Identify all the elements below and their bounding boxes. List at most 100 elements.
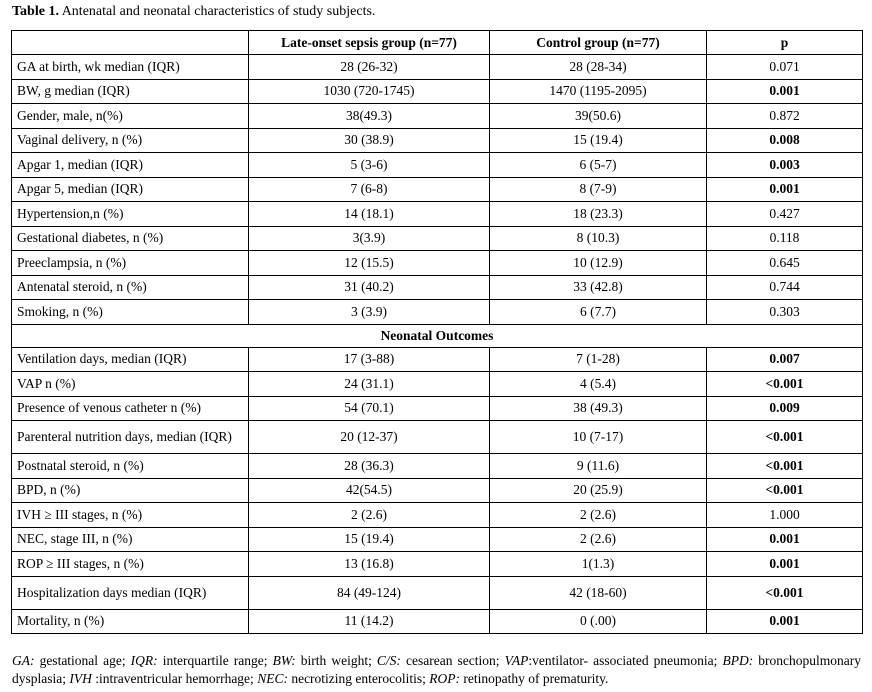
control-value: 8 (10.3)	[489, 225, 707, 251]
section-row: Neonatal Outcomes	[11, 323, 863, 348]
control-value: 1470 (1195-2095)	[489, 78, 707, 104]
footnote-abbreviation: IQR:	[130, 653, 158, 668]
control-value: 6 (5-7)	[489, 152, 707, 178]
footnote-abbreviation: IVH	[69, 671, 92, 686]
row-label: Hospitalization days median (IQR)	[11, 575, 249, 610]
row-label: Presence of venous catheter n (%)	[11, 395, 249, 421]
table-caption: Table 1. Antenatal and neonatal characte…	[12, 4, 375, 20]
table-row: Preeclampsia, n (%) 12 (15.5) 10 (12.9) 0.6…	[11, 250, 863, 276]
p-value: 0.001	[706, 526, 863, 552]
control-value: 2 (2.6)	[489, 526, 707, 552]
row-label: Postnatal steroid, n (%)	[11, 453, 249, 479]
p-value: 0.001	[706, 176, 863, 202]
table-row: Gender, male, n(%) 38(49.3) 39(50.6) 0.872	[11, 103, 863, 129]
footnote-abbreviation: VAP	[504, 653, 529, 668]
row-label: ROP ≥ III stages, n (%)	[11, 551, 249, 577]
control-value: 33 (42.8)	[489, 274, 707, 300]
table-row: Hospitalization days median (IQR) 84 (49-…	[11, 575, 863, 610]
sepsis-value: 15 (19.4)	[248, 526, 490, 552]
sepsis-value: 14 (18.1)	[248, 201, 490, 227]
p-value: 0.009	[706, 395, 863, 421]
row-label: VAP n (%)	[11, 371, 249, 397]
sepsis-value: 30 (38.9)	[248, 127, 490, 153]
control-value: 7 (1-28)	[489, 346, 707, 372]
table-row: Apgar 5, median (IQR) 7 (6-8) 8 (7-9) 0.001	[11, 176, 863, 202]
sepsis-value: 38(49.3)	[248, 103, 490, 129]
control-value: 2 (2.6)	[489, 502, 707, 528]
control-value: 9 (11.6)	[489, 453, 707, 479]
p-value: 0.071	[706, 54, 863, 80]
table-row: Vaginal delivery, n (%) 30 (38.9) 15 (19.4…	[11, 127, 863, 153]
header-p-value: p	[706, 30, 863, 55]
footnote-definition: interquartile range;	[157, 653, 273, 668]
control-value: 39(50.6)	[489, 103, 707, 129]
header-control-group: Control group (n=77)	[489, 30, 707, 55]
row-label: BPD, n (%)	[11, 477, 249, 503]
row-label: GA at birth, wk median (IQR)	[11, 54, 249, 80]
p-value: <0.001	[706, 453, 863, 479]
row-label: Vaginal delivery, n (%)	[11, 127, 249, 153]
p-value: 1.000	[706, 502, 863, 528]
control-value: 42 (18-60)	[489, 575, 707, 610]
footnote-definition: bronchopulmonary dysplasia;	[12, 653, 861, 686]
footnote-abbreviation: GA:	[12, 653, 35, 668]
row-label: Gestational diabetes, n (%)	[11, 225, 249, 251]
control-value: 6 (7.7)	[489, 299, 707, 325]
sepsis-value: 1030 (720-1745)	[248, 78, 490, 104]
p-value: <0.001	[706, 575, 863, 610]
sepsis-value: 12 (15.5)	[248, 250, 490, 276]
sepsis-value: 24 (31.1)	[248, 371, 490, 397]
table-row: IVH ≥ III stages, n (%) 2 (2.6) 2 (2.6) 1.0…	[11, 502, 863, 528]
table-row: GA at birth, wk median (IQR) 28 (26-32) 28…	[11, 54, 863, 80]
footnote-definition: :ventilator- associated pneumonia;	[528, 653, 723, 668]
control-value: 1(1.3)	[489, 551, 707, 577]
control-value: 20 (25.9)	[489, 477, 707, 503]
p-value: <0.001	[706, 371, 863, 397]
control-value: 28 (28-34)	[489, 54, 707, 80]
table-row: Parenteral nutrition days, median (IQR) 2…	[11, 420, 863, 454]
table-row: Postnatal steroid, n (%) 28 (36.3) 9 (11.6…	[11, 453, 863, 479]
p-value: <0.001	[706, 477, 863, 503]
table-row: Antenatal steroid, n (%) 31 (40.2) 33 (42.…	[11, 274, 863, 300]
header-sepsis-group: Late-onset sepsis group (n=77)	[248, 30, 490, 55]
p-value: 0.118	[706, 225, 863, 251]
sepsis-value: 2 (2.6)	[248, 502, 490, 528]
p-value: 0.001	[706, 608, 863, 634]
table-row: Smoking, n (%) 3 (3.9) 6 (7.7) 0.303	[11, 299, 863, 325]
sepsis-value: 3(3.9)	[248, 225, 490, 251]
sepsis-value: 28 (26-32)	[248, 54, 490, 80]
row-label: Apgar 1, median (IQR)	[11, 152, 249, 178]
p-value: 0.001	[706, 551, 863, 577]
p-value: 0.427	[706, 201, 863, 227]
footnote-definition: gestational age;	[34, 653, 131, 668]
footnote-definition: birth weight;	[295, 653, 377, 668]
control-value: 4 (5.4)	[489, 371, 707, 397]
sepsis-value: 17 (3-88)	[248, 346, 490, 372]
footnote-abbreviation: BW:	[272, 653, 296, 668]
footnote-definition: necrotizing enterocolitis;	[287, 671, 430, 686]
table-body: GA at birth, wk median (IQR) 28 (26-32) 28…	[11, 54, 863, 634]
control-value: 18 (23.3)	[489, 201, 707, 227]
table-row: BW, g median (IQR) 1030 (720-1745) 1470 (1…	[11, 78, 863, 104]
characteristics-table: Late-onset sepsis group (n=77) Control g…	[11, 30, 863, 634]
row-label: Preeclampsia, n (%)	[11, 250, 249, 276]
table-caption-label: Table 1.	[12, 4, 59, 19]
footnote-abbreviation: C/S:	[376, 653, 401, 668]
row-label: Parenteral nutrition days, median (IQR)	[11, 420, 249, 454]
p-value: 0.001	[706, 78, 863, 104]
p-value: 0.003	[706, 152, 863, 178]
table-row: Mortality, n (%) 11 (14.2) 0 (.00) 0.001	[11, 608, 863, 634]
row-label: NEC, stage III, n (%)	[11, 526, 249, 552]
control-value: 8 (7-9)	[489, 176, 707, 202]
p-value: 0.007	[706, 346, 863, 372]
section-title: Neonatal Outcomes	[11, 323, 863, 348]
sepsis-value: 54 (70.1)	[248, 395, 490, 421]
footnote-abbreviation: ROP:	[429, 671, 461, 686]
table-row: Apgar 1, median (IQR) 5 (3-6) 6 (5-7) 0.003	[11, 152, 863, 178]
sepsis-value: 31 (40.2)	[248, 274, 490, 300]
p-value: 0.303	[706, 299, 863, 325]
control-value: 38 (49.3)	[489, 395, 707, 421]
table-row: VAP n (%) 24 (31.1) 4 (5.4) <0.001	[11, 371, 863, 397]
sepsis-value: 13 (16.8)	[248, 551, 490, 577]
sepsis-value: 3 (3.9)	[248, 299, 490, 325]
